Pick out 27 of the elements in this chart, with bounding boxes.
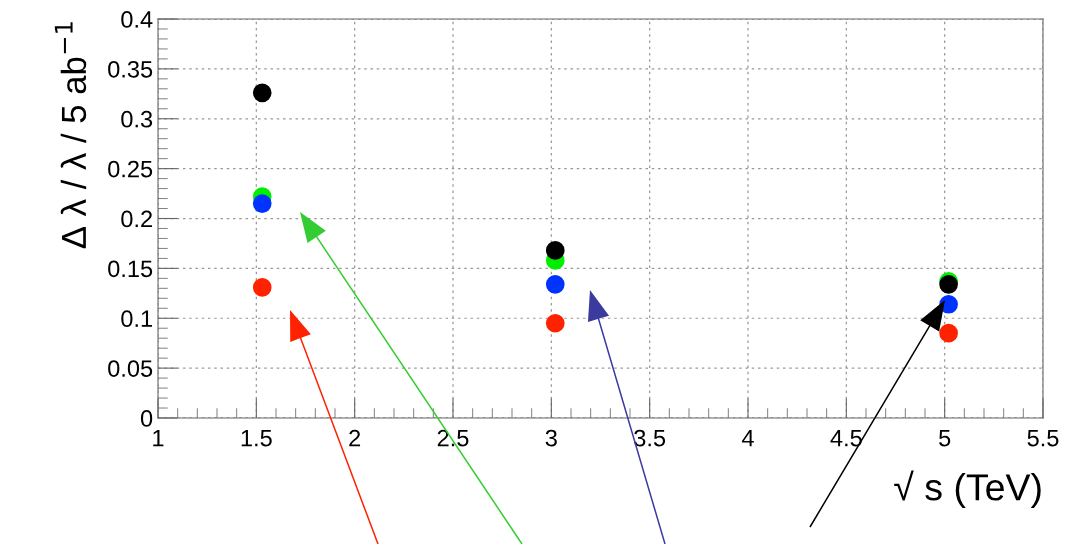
y-tick-label: 0.4	[121, 11, 153, 28]
y-tick-label: 0.3	[121, 110, 153, 128]
x-tick-label: 5	[939, 429, 951, 447]
y-tick-label: 0.05	[108, 360, 153, 377]
x-axis-title: √ s (TeV)	[894, 470, 1041, 508]
x-tick-label: 3.5	[634, 429, 666, 447]
x-tick-label: 1.5	[241, 429, 272, 447]
y-tick-label: 0.25	[108, 160, 153, 178]
point	[252, 277, 272, 297]
point	[252, 83, 272, 103]
x-tick-label: 2	[349, 429, 361, 447]
point	[939, 323, 958, 343]
point	[252, 194, 272, 213]
x-tick-label: 4.5	[830, 429, 862, 447]
point	[545, 241, 565, 260]
x-tick-label: 5.5	[1027, 429, 1059, 447]
point	[545, 313, 565, 333]
x-tick-label: 3	[545, 429, 557, 447]
x-tick-label: 1	[153, 429, 164, 447]
y-tick-label: 0.15	[108, 260, 153, 278]
point	[545, 274, 565, 294]
y-tick-label: 0.35	[108, 60, 153, 78]
x-tick-label: 4	[741, 429, 754, 447]
y-tick-label: 0	[140, 410, 153, 427]
y-tick-label: 0.1	[121, 310, 152, 328]
y-tick-label: 0.2	[121, 210, 152, 228]
y-axis-title: Δ λ / λ / 5 ab$^{−1}$	[54, 22, 87, 249]
